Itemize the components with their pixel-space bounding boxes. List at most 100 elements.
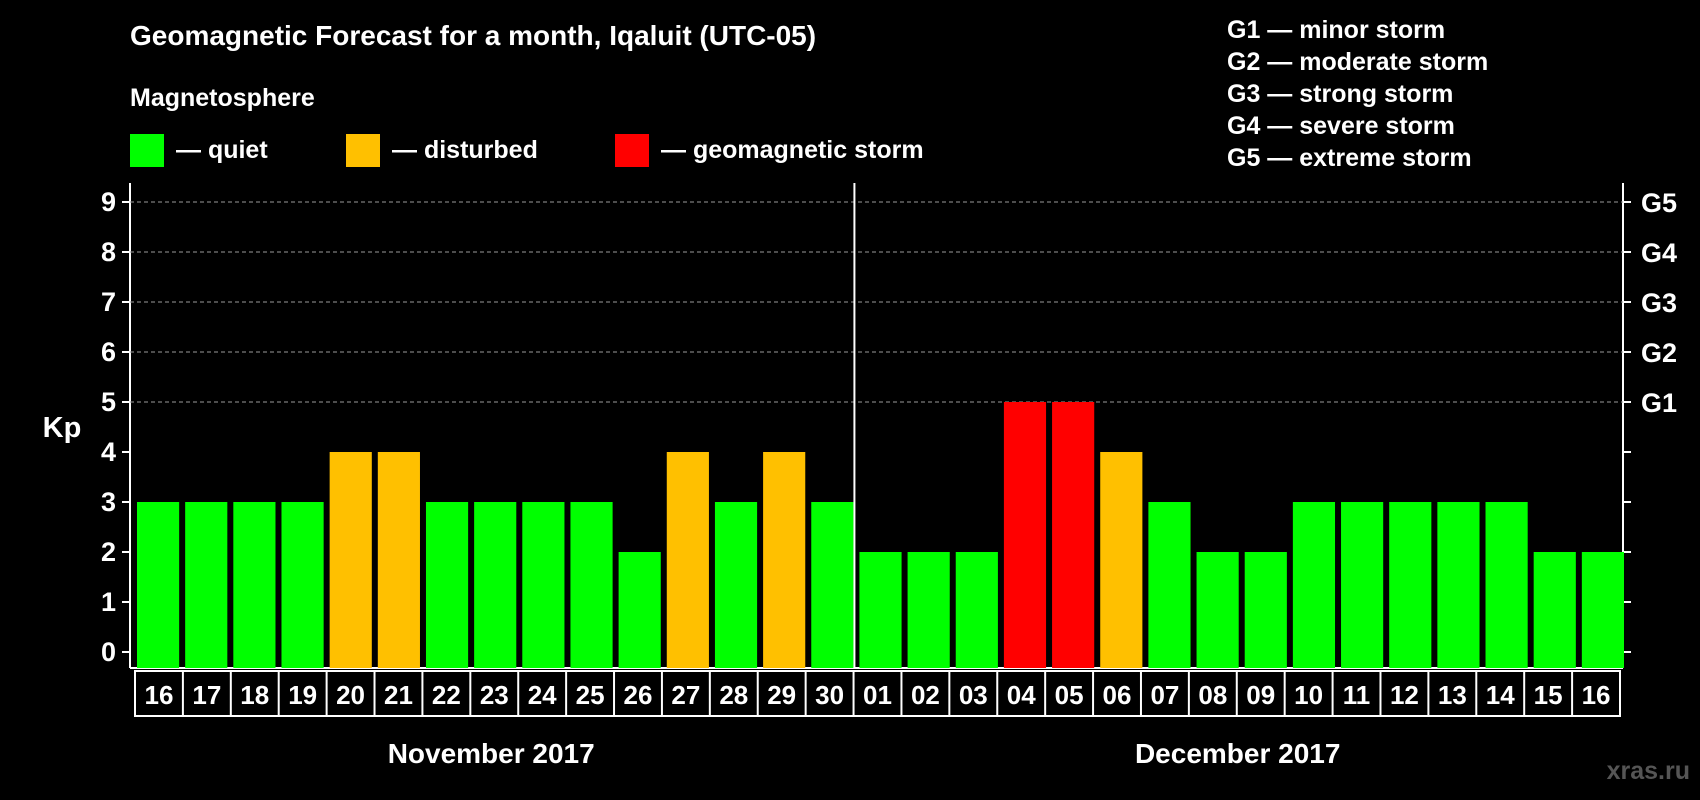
watermark: xras.ru <box>1606 757 1690 785</box>
bar-18 <box>1003 402 1047 668</box>
y-tick-label-5: 5 <box>101 387 116 417</box>
x-tick-label: 19 <box>288 680 317 710</box>
bar-19 <box>1052 402 1095 668</box>
x-tick-label: 10 <box>1294 680 1323 710</box>
x-tick-label: 14 <box>1486 680 1515 710</box>
legend-disturbed-label: — disturbed <box>392 136 538 164</box>
bar-26 <box>1389 502 1432 668</box>
storm-scale-g1: G1 — minor storm <box>1227 16 1446 44</box>
bar-12 <box>714 502 758 668</box>
x-tick-label: 25 <box>576 680 605 710</box>
y-tick-label-0: 0 <box>101 637 116 667</box>
bar-13 <box>763 452 806 668</box>
x-tick-label: 02 <box>911 680 940 710</box>
bar-3 <box>281 502 324 668</box>
legend-disturbed-swatch <box>346 134 380 167</box>
legend-storm: — geomagnetic storm <box>615 134 924 167</box>
legend-storm-label: — geomagnetic storm <box>661 136 924 164</box>
storm-level-label-g1: G1 <box>1641 388 1677 418</box>
x-tick-label: 26 <box>624 680 653 710</box>
storm-scale-legend: G1 — minor storm G2 — moderate storm G3 … <box>1227 14 1488 174</box>
y-tick-label-2: 2 <box>101 537 116 567</box>
y-tick-label-4: 4 <box>101 437 116 467</box>
y-tick-label-1: 1 <box>101 587 116 617</box>
bar-25 <box>1341 502 1384 668</box>
x-tick-label: 08 <box>1198 680 1227 710</box>
storm-scale-g5: G5 — extreme storm <box>1227 144 1472 172</box>
y-tick-label-7: 7 <box>101 287 116 317</box>
bar-24 <box>1292 502 1336 668</box>
bar-10 <box>618 552 661 668</box>
y-tick-label-8: 8 <box>101 237 116 267</box>
bar-0 <box>137 502 180 668</box>
bar-1 <box>185 502 228 668</box>
legend-disturbed: — disturbed <box>346 134 538 167</box>
y-tick-label-9: 9 <box>101 187 116 217</box>
storm-scale-g2: G2 — moderate storm <box>1227 48 1489 76</box>
bar-27 <box>1437 502 1480 668</box>
x-tick-label: 18 <box>240 680 269 710</box>
bar-11 <box>666 452 709 668</box>
bar-2 <box>233 502 276 668</box>
x-tick-label: 23 <box>480 680 509 710</box>
legend-quiet-swatch <box>130 134 164 167</box>
bar-9 <box>570 502 613 668</box>
x-tick-label: 28 <box>719 680 748 710</box>
legend-storm-swatch <box>615 134 649 167</box>
legend-quiet: — quiet <box>130 134 268 167</box>
x-tick-label: 04 <box>1007 680 1036 710</box>
x-tick-label: 05 <box>1055 680 1084 710</box>
bar-29 <box>1533 552 1576 668</box>
bar-17 <box>955 552 998 668</box>
bar-8 <box>522 502 565 668</box>
x-tick-label: 11 <box>1343 680 1371 710</box>
x-tick-label: 29 <box>767 680 796 710</box>
storm-level-label-g2: G2 <box>1641 338 1677 368</box>
x-tick-label: 30 <box>815 680 844 710</box>
month-label-0: November 2017 <box>388 738 595 769</box>
bar-15 <box>859 552 902 668</box>
bar-16 <box>907 552 950 668</box>
x-tick-label: 21 <box>384 680 413 710</box>
y-axis-label: Kp <box>43 412 82 444</box>
x-tick-label: 13 <box>1438 680 1467 710</box>
bar-28 <box>1485 502 1528 668</box>
chart-title: Geomagnetic Forecast for a month, Iqalui… <box>130 20 817 51</box>
x-tick-label: 15 <box>1534 680 1563 710</box>
bar-20 <box>1100 452 1143 668</box>
storm-level-label-g3: G3 <box>1641 288 1677 318</box>
date-strip <box>134 670 1621 717</box>
x-tick-label: 16 <box>1582 680 1611 710</box>
legend-quiet-label: — quiet <box>176 136 268 164</box>
bar-14 <box>811 502 854 668</box>
x-tick-label: 12 <box>1390 680 1419 710</box>
x-tick-label: 27 <box>671 680 700 710</box>
x-tick-label: 24 <box>528 680 557 710</box>
x-tick-label: 09 <box>1246 680 1275 710</box>
month-label-1: December 2017 <box>1135 738 1340 769</box>
x-tick-label: 01 <box>863 680 892 710</box>
x-tick-label: 07 <box>1150 680 1179 710</box>
bar-30 <box>1581 552 1624 668</box>
x-tick-label: 20 <box>336 680 365 710</box>
x-tick-label: 22 <box>432 680 461 710</box>
y-tick-label-6: 6 <box>101 337 116 367</box>
x-tick-label: 06 <box>1103 680 1132 710</box>
x-tick-label: 03 <box>959 680 988 710</box>
bar-22 <box>1196 552 1239 668</box>
bar-7 <box>474 502 517 668</box>
storm-level-label-g5: G5 <box>1641 188 1677 218</box>
storm-scale-g3: G3 — strong storm <box>1227 80 1454 108</box>
bar-23 <box>1244 552 1287 668</box>
y-tick-label-3: 3 <box>101 487 116 517</box>
x-tick-label: 17 <box>192 680 221 710</box>
x-tick-label: 16 <box>144 680 173 710</box>
bar-6 <box>425 502 469 668</box>
bar-5 <box>377 452 420 668</box>
bar-4 <box>329 452 372 668</box>
storm-scale-g4: G4 — severe storm <box>1227 112 1455 140</box>
bar-21 <box>1148 502 1191 668</box>
storm-level-label-g4: G4 <box>1641 238 1677 268</box>
legend-heading: Magnetosphere <box>130 84 315 112</box>
